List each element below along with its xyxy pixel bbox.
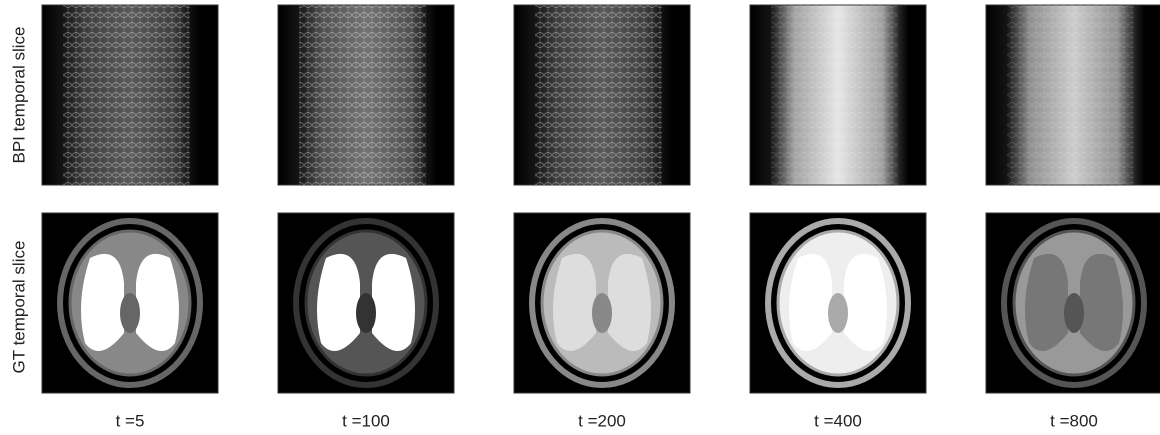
column-label: t =100 <box>342 411 390 430</box>
row-label: BPI temporal slice <box>9 27 28 164</box>
bpi-texture <box>535 5 662 185</box>
column-label: t =800 <box>1050 411 1098 430</box>
column-label: t =400 <box>814 411 862 430</box>
ventricle <box>120 293 140 333</box>
bpi-texture <box>1007 5 1134 185</box>
ventricle <box>1064 293 1084 333</box>
ventricle <box>592 293 612 333</box>
bpi-texture <box>771 5 898 185</box>
bpi-texture <box>63 5 190 185</box>
figure: BPI temporal slice GT temporal slice t =… <box>0 0 1160 435</box>
column-label: t =200 <box>578 411 626 430</box>
bpi-texture <box>299 5 426 185</box>
ventricle <box>828 293 848 333</box>
ventricle <box>356 293 376 333</box>
row-label: GT temporal slice <box>9 241 28 374</box>
column-label: t =5 <box>116 411 145 430</box>
